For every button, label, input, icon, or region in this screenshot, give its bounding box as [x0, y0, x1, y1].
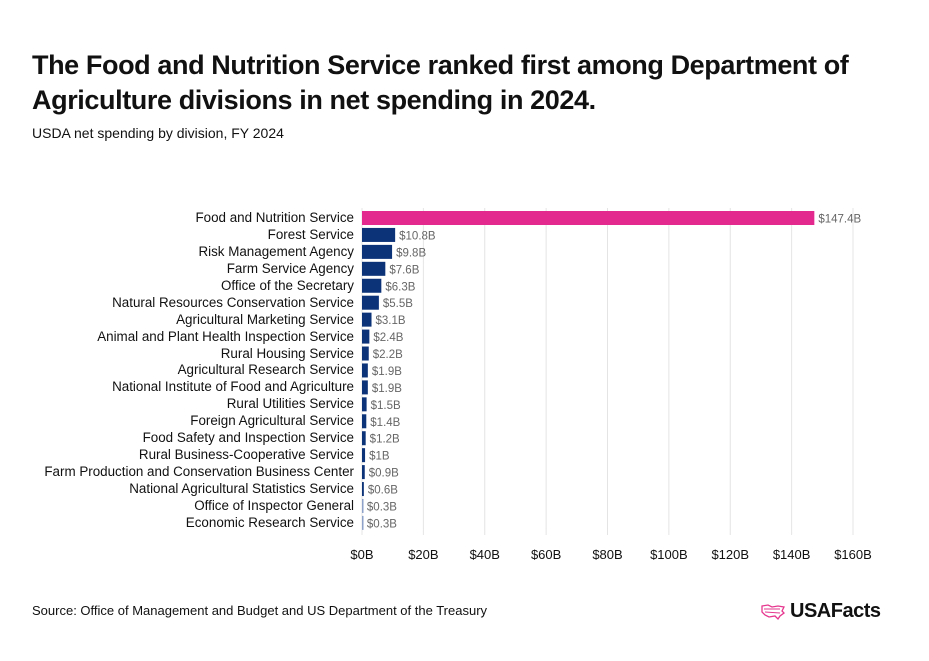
category-label: Natural Resources Conservation Service — [112, 294, 354, 310]
category-label: Foreign Agricultural Service — [190, 413, 354, 429]
category-label: Forest Service — [267, 226, 354, 242]
bar — [362, 211, 815, 225]
data-label: $147.4B — [818, 214, 861, 226]
bar — [362, 397, 367, 412]
category-label: Risk Management Agency — [198, 243, 354, 259]
bar — [362, 278, 382, 293]
source-note: Source: Office of Management and Budget … — [32, 603, 488, 618]
data-label: $3.1B — [376, 315, 406, 327]
bar — [362, 414, 367, 429]
category-label: Agricultural Marketing Service — [176, 311, 354, 327]
x-tick-label: $140B — [773, 547, 811, 562]
data-label: $0.3B — [367, 501, 397, 513]
category-label: Food Safety and Inspection Service — [142, 430, 354, 446]
x-tick-label: $40B — [470, 547, 500, 562]
data-label: $0.3B — [367, 518, 397, 530]
data-label: $1.2B — [370, 434, 400, 446]
category-label: Office of the Secretary — [221, 277, 354, 293]
category-label: Economic Research Service — [185, 514, 354, 530]
bar — [362, 346, 369, 361]
bar — [362, 448, 366, 463]
category-label: Rural Housing Service — [220, 345, 354, 361]
category-label: Rural Business-Cooperative Service — [138, 447, 354, 463]
bar — [362, 312, 372, 327]
category-label: National Agricultural Statistics Service — [129, 481, 354, 497]
bar — [362, 498, 364, 513]
category-label: Agricultural Research Service — [177, 362, 354, 378]
data-label: $0.9B — [369, 468, 399, 480]
x-tick-label: $80B — [592, 547, 622, 562]
chart-title: The Food and Nutrition Service ranked fi… — [32, 50, 849, 115]
logo-text: USAFacts — [790, 600, 881, 622]
x-tick-label: $160B — [834, 547, 872, 562]
data-label: $1.5B — [371, 400, 401, 412]
bar — [362, 515, 364, 530]
data-label: $1.4B — [370, 417, 400, 429]
bar — [362, 431, 366, 446]
data-label: $1.9B — [372, 383, 402, 395]
bar — [362, 380, 368, 395]
chart-subtitle: USDA net spending by division, FY 2024 — [32, 125, 284, 141]
data-label: $2.4B — [373, 332, 403, 344]
category-label: Rural Utilities Service — [226, 396, 354, 412]
usafacts-logo: USAFacts — [760, 600, 881, 623]
data-label: $1.9B — [372, 366, 402, 378]
category-label: Animal and Plant Health Inspection Servi… — [97, 328, 354, 344]
category-label: Farm Production and Conservation Busines… — [44, 464, 354, 480]
bar — [362, 465, 365, 480]
category-label: National Institute of Food and Agricultu… — [112, 379, 354, 395]
data-label: $5.5B — [383, 298, 413, 310]
data-label: $10.8B — [399, 230, 436, 242]
us-map-outline-icon — [761, 603, 785, 620]
bar — [362, 244, 393, 259]
data-label: $6.3B — [385, 281, 415, 293]
bar — [362, 227, 396, 242]
bar — [362, 295, 379, 310]
x-tick-label: $0B — [350, 547, 373, 562]
data-label: $9.8B — [396, 247, 426, 259]
x-tick-label: $120B — [711, 547, 749, 562]
data-label: $1B — [369, 451, 390, 463]
bar — [362, 482, 364, 497]
category-label: Office of Inspector General — [194, 497, 354, 513]
category-label: Food and Nutrition Service — [195, 210, 354, 225]
category-label: Farm Service Agency — [226, 260, 354, 276]
x-tick-label: $20B — [408, 547, 438, 562]
data-label: $7.6B — [389, 264, 419, 276]
data-label: $2.2B — [373, 349, 403, 361]
data-label: $0.6B — [368, 485, 398, 497]
x-tick-label: $100B — [650, 547, 688, 562]
bar — [362, 329, 370, 344]
bar — [362, 261, 386, 276]
chart-header: The Food and Nutrition Service ranked fi… — [32, 48, 902, 142]
bar — [362, 363, 368, 378]
x-tick-label: $60B — [531, 547, 561, 562]
